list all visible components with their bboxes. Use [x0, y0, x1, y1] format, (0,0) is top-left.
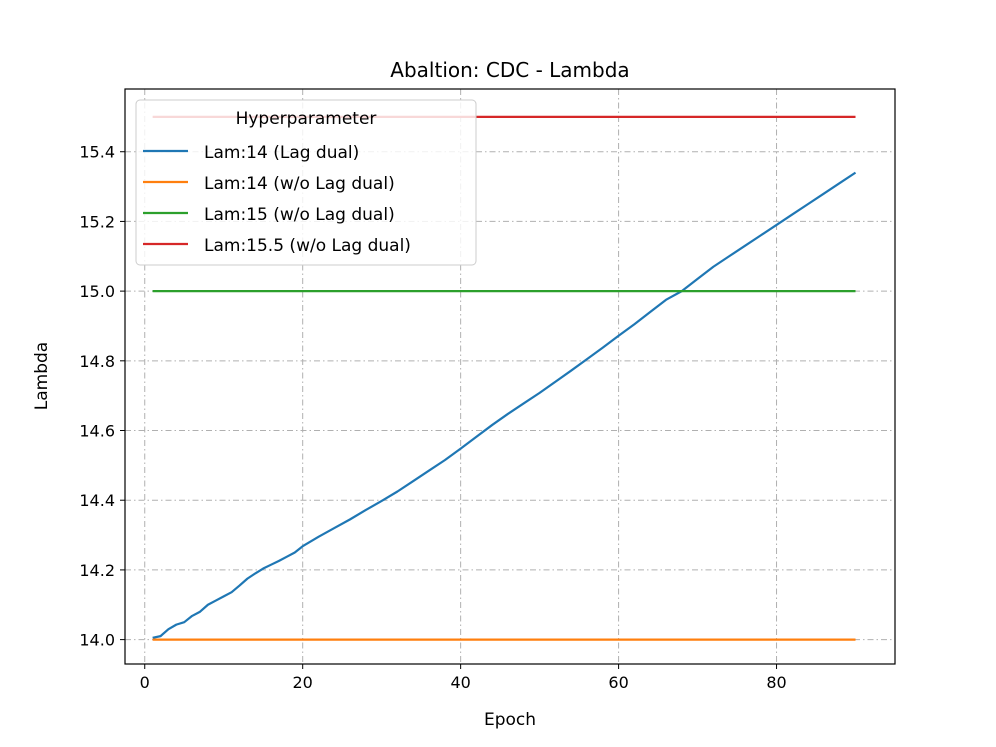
y-tick-label: 15.0 [79, 282, 115, 301]
series-line-1 [152, 171, 857, 639]
legend-label-4: Lam:15.5 (w/o Lag dual) [204, 236, 411, 256]
legend-title: Hyperparameter [236, 109, 377, 129]
x-axis-label: Epoch [484, 710, 536, 730]
x-tick-label: 40 [450, 673, 470, 692]
legend-entries: Lam:14 (Lag dual) Lam:14 (w/o Lag dual) La… [143, 143, 411, 256]
x-tick-label: 20 [293, 673, 313, 692]
x-tick-label: 80 [766, 673, 786, 692]
y-tick-label: 14.4 [79, 491, 115, 510]
y-tick-label: 15.2 [79, 212, 115, 231]
y-tick-label: 15.4 [79, 143, 115, 162]
chart-title: Abaltion: CDC - Lambda [390, 58, 629, 82]
legend-label-1: Lam:14 (Lag dual) [204, 143, 359, 163]
y-tick-label: 14.6 [79, 422, 115, 441]
y-tick-label: 14.8 [79, 352, 115, 371]
plot-frame [124, 88, 896, 665]
legend-label-2: Lam:14 (w/o Lag dual) [204, 174, 395, 194]
legend-label-3: Lam:15 (w/o Lag dual) [204, 205, 395, 225]
legend-box [135, 99, 477, 266]
ticks: 0 20 40 60 80 14.0 14.2 14.4 14.6 14.8 15.0 15.2 15.… [79, 143, 786, 692]
x-tick-label: 60 [608, 673, 628, 692]
x-tick-label: 0 [140, 673, 150, 692]
legend: Hyperparameter Lam:14 (Lag dual)Lam:14 (… [135, 99, 477, 266]
y-tick-label: 14.2 [79, 561, 115, 580]
y-tick-label: 14.0 [79, 631, 115, 650]
y-axis-label: Lambda [32, 342, 52, 410]
